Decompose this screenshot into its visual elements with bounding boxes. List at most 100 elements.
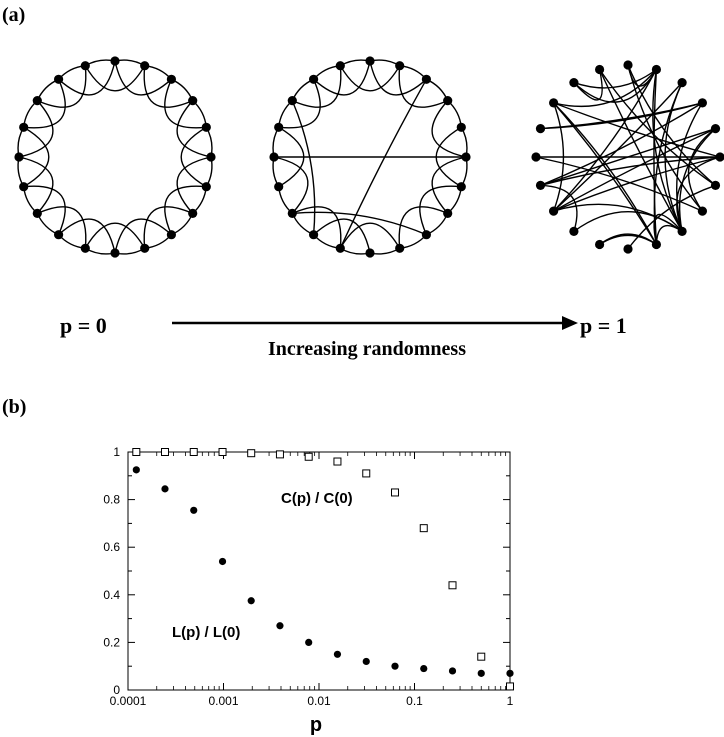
path-length-point <box>420 664 428 673</box>
network-node <box>461 152 471 162</box>
randomness-arrow-head <box>562 316 578 330</box>
network-node <box>19 182 29 192</box>
y-axis-ticks: 0 0.2 0.4 0.6 0.8 1 <box>103 445 510 697</box>
second-neighbor-edge <box>431 156 467 214</box>
network-node <box>110 56 120 66</box>
x-axis-label: p <box>310 714 322 736</box>
clustering-point <box>448 581 457 590</box>
network-node <box>443 208 453 218</box>
p-zero-label: p = 0 <box>60 313 107 338</box>
second-neighbor-edge <box>37 206 87 249</box>
network-node <box>32 96 42 106</box>
random-edge <box>553 203 683 232</box>
random-edge <box>553 156 721 212</box>
network-node <box>269 152 279 162</box>
series-path-length <box>132 466 514 677</box>
network-node <box>335 61 345 71</box>
second-neighbor-edge <box>419 185 462 235</box>
second-neighbor-edge <box>369 60 427 96</box>
network-node <box>421 74 431 84</box>
second-neighbor-edge <box>292 206 342 249</box>
path-length-point <box>362 657 370 666</box>
rewired-edge <box>339 78 428 249</box>
network-node <box>19 122 29 132</box>
network-node <box>549 206 559 216</box>
clustering-point <box>477 652 486 661</box>
second-neighbor-edge <box>143 206 193 249</box>
second-neighbor-edge <box>58 60 116 96</box>
second-neighbor-edge <box>23 126 50 188</box>
random-edge <box>552 102 565 212</box>
rewired-edge <box>292 211 427 236</box>
second-neighbor-edge <box>176 156 212 214</box>
network-node <box>549 98 559 108</box>
second-neighbor-edge <box>18 100 54 158</box>
second-neighbor-edge <box>114 60 172 96</box>
random-edge <box>540 184 578 232</box>
random-edge <box>676 156 721 232</box>
random-edge <box>627 184 716 250</box>
clustering-point <box>391 488 400 497</box>
network-node <box>140 243 150 253</box>
random-edge <box>627 64 703 212</box>
small-world-network <box>269 56 471 258</box>
second-neighbor-edge <box>313 60 371 96</box>
network-node <box>651 64 662 75</box>
random-edge <box>653 82 683 245</box>
arrow-caption: Increasing randomness <box>268 338 466 360</box>
network-node <box>595 64 605 75</box>
network-node <box>365 56 375 66</box>
second-neighbor-edge <box>58 218 116 254</box>
path-length-point <box>333 650 342 658</box>
random-edge <box>553 102 721 158</box>
path-length-point <box>161 485 169 493</box>
second-neighbor-edge <box>292 65 342 108</box>
path-length-point <box>506 669 514 677</box>
network-node <box>456 122 466 132</box>
second-neighbor-edge <box>431 100 467 158</box>
second-neighbor-edge <box>313 218 371 254</box>
network-node <box>710 124 721 134</box>
y-tick-label: 0.4 <box>103 588 120 602</box>
path-length-point <box>132 466 140 474</box>
network-node <box>715 152 724 162</box>
network-node <box>287 96 297 106</box>
y-tick-label: 0 <box>113 683 120 697</box>
network-node <box>710 180 721 190</box>
network-node <box>395 61 405 71</box>
x-tick-label: 0.0001 <box>110 694 147 708</box>
clustering-point <box>160 448 169 456</box>
path-length-point <box>218 557 227 566</box>
network-node <box>535 124 546 134</box>
network-node <box>531 152 541 162</box>
second-neighbor-edge <box>23 185 66 235</box>
random-edge <box>553 69 658 212</box>
network-node <box>595 239 605 250</box>
y-tick-label: 0.2 <box>103 635 120 649</box>
path-length-point <box>305 638 313 647</box>
second-neighbor-edge <box>114 218 172 254</box>
second-neighbor-edge <box>164 79 207 129</box>
network-node <box>335 243 345 253</box>
y-tick-label: 0.8 <box>103 493 120 507</box>
x-tick-label: 0.01 <box>307 694 331 708</box>
clustering-point <box>304 452 313 461</box>
random-edge <box>573 68 657 89</box>
second-neighbor-edge <box>180 126 207 188</box>
clustering-point <box>333 457 342 466</box>
network-node <box>287 208 297 218</box>
network-node <box>443 96 453 106</box>
network-node <box>456 182 466 192</box>
network-node <box>569 226 579 236</box>
network-node <box>569 78 579 88</box>
second-neighbor-edge <box>37 65 87 108</box>
path-length-point <box>276 622 284 630</box>
path-length-point <box>190 506 198 514</box>
second-neighbor-edge <box>84 65 146 92</box>
panel-a-label: (a) <box>2 4 26 26</box>
second-neighbor-edge <box>18 156 54 214</box>
second-neighbor-edge <box>84 222 146 249</box>
x-tick-label: 0.001 <box>208 694 238 708</box>
random-edge <box>553 127 716 212</box>
clustering-point <box>419 524 428 533</box>
